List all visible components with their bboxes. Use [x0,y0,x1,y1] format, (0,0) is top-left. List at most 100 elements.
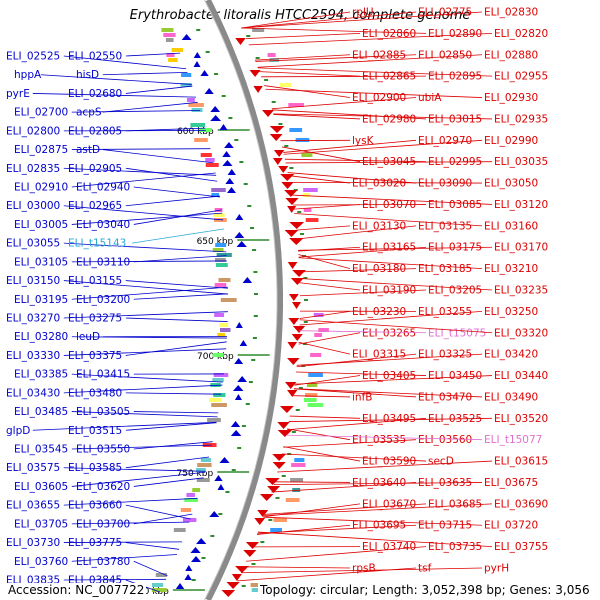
gene-label[interactable]: ELI_03105 [14,256,68,268]
gene-label[interactable]: ELI_03700 [76,518,130,530]
feature-box[interactable] [182,518,197,522]
gene-arrow-minus[interactable] [200,70,209,76]
gene-label[interactable]: leuD [76,331,100,343]
gene-arrow-minus[interactable] [222,160,233,166]
gene-label[interactable]: ELI_02990 [484,135,538,147]
gene-label[interactable]: ELI_02900 [352,92,406,104]
feature-box[interactable] [205,163,219,167]
gene-label[interactable]: ELI_02680 [68,88,122,100]
feature-box[interactable] [205,158,215,162]
gene-arrow-plus[interactable] [226,582,240,589]
gene-arrow-plus[interactable] [221,590,236,597]
gene-arrow-plus[interactable] [279,406,294,413]
feature-box[interactable] [269,58,280,62]
feature-box[interactable] [270,528,282,532]
gene-arrow-minus[interactable] [222,151,231,157]
feature-box[interactable] [219,323,229,327]
gene-label[interactable]: ELI_02875 [14,144,68,156]
feature-box[interactable] [301,153,313,157]
feature-box[interactable] [196,468,206,472]
gene-arrow-minus[interactable] [210,106,221,112]
gene-label[interactable]: ELI_03695 [352,520,406,532]
feature-box[interactable] [304,398,317,402]
feature-box[interactable] [214,283,227,287]
feature-box[interactable] [305,393,318,397]
gene-arrow-plus[interactable] [273,150,285,157]
gene-label[interactable]: ELI_03255 [418,306,472,318]
feature-box[interactable] [250,583,262,587]
feature-box[interactable] [306,383,318,387]
gene-label[interactable]: ELI_03760 [14,556,68,568]
gene-label[interactable]: ELI_03520 [494,413,548,425]
gene-label[interactable]: ELI_03130 [352,220,406,232]
feature-box[interactable] [295,138,310,142]
feature-box[interactable] [218,278,231,282]
gene-arrow-minus[interactable] [196,538,207,544]
gene-label[interactable]: ELI_03660 [68,500,122,512]
gene-label[interactable]: ELI_t15075 [428,327,486,339]
feature-box[interactable] [212,353,224,357]
gene-arrow-minus[interactable] [190,547,201,553]
gene-label[interactable]: ELI_03470 [418,391,472,403]
gene-label[interactable]: ELI_03655 [6,500,60,512]
gene-label[interactable]: ELI_02800 [6,125,60,137]
gene-arrow-plus[interactable] [288,318,300,325]
gene-label[interactable]: ELI_02830 [484,7,538,19]
gene-arrow-minus[interactable] [236,241,247,247]
gene-arrow-plus[interactable] [272,158,283,165]
gene-arrow-plus[interactable] [243,550,257,557]
gene-label[interactable]: ELI_02970 [418,135,472,147]
gene-label[interactable]: ELI_03205 [428,285,482,297]
gene-label[interactable]: ELI_03420 [484,349,538,361]
gene-label[interactable]: ELI_03705 [14,518,68,530]
gene-label[interactable]: ELI_03180 [352,263,406,275]
feature-box[interactable] [216,253,232,257]
feature-box[interactable] [181,73,192,77]
feature-box[interactable] [215,263,228,267]
gene-arrow-plus[interactable] [253,86,263,93]
feature-box[interactable] [308,373,323,377]
gene-label[interactable]: ELI_03735 [428,541,482,553]
gene-label[interactable]: ELI_02955 [494,71,548,83]
gene-label[interactable]: ELI_03780 [76,556,130,568]
gene-arrow-minus[interactable] [234,358,244,364]
feature-box[interactable] [200,458,211,462]
gene-label[interactable]: ELI_03450 [428,370,482,382]
gene-arrow-plus[interactable] [287,358,300,365]
gene-label[interactable]: ELI_03330 [6,350,60,362]
gene-label[interactable]: ELI_03120 [494,199,548,211]
gene-arrow-plus[interactable] [259,494,274,501]
gene-label[interactable]: ELI_03495 [362,413,416,425]
gene-label[interactable]: ELI_03575 [6,462,60,474]
gene-label[interactable]: pyrE [6,88,30,100]
feature-box[interactable] [213,393,226,397]
gene-label[interactable]: tsf [418,563,432,575]
feature-box[interactable] [211,188,226,192]
feature-box[interactable] [214,313,225,317]
gene-label[interactable]: ELI_03535 [352,434,406,446]
feature-box[interactable] [184,498,199,502]
feature-box[interactable] [215,243,227,247]
gene-label[interactable]: ELI_03050 [484,178,538,190]
feature-box[interactable] [186,493,195,497]
gene-label[interactable]: ubiA [418,92,442,104]
feature-box[interactable] [292,488,301,492]
gene-label[interactable]: ELI_03740 [362,541,416,553]
gene-arrow-plus[interactable] [287,262,298,269]
gene-arrow-minus[interactable] [234,232,245,238]
feature-box[interactable] [310,353,322,357]
gene-arrow-minus[interactable] [193,61,201,67]
feature-box[interactable] [220,298,237,302]
feature-box[interactable] [273,518,287,522]
gene-label[interactable]: ELI_03685 [428,498,482,510]
gene-arrow-plus[interactable] [280,174,295,181]
gene-label[interactable]: ELI_03550 [76,444,130,456]
gene-label[interactable]: ELI_03250 [484,306,538,318]
gene-arrow-plus[interactable] [290,278,304,285]
gene-label[interactable]: ELI_02905 [68,163,122,175]
gene-label[interactable]: ELI_03040 [76,219,130,231]
feature-box[interactable] [305,218,319,222]
feature-box[interactable] [200,153,212,157]
gene-label[interactable]: ELI_03415 [76,369,130,381]
feature-box[interactable] [212,248,224,252]
